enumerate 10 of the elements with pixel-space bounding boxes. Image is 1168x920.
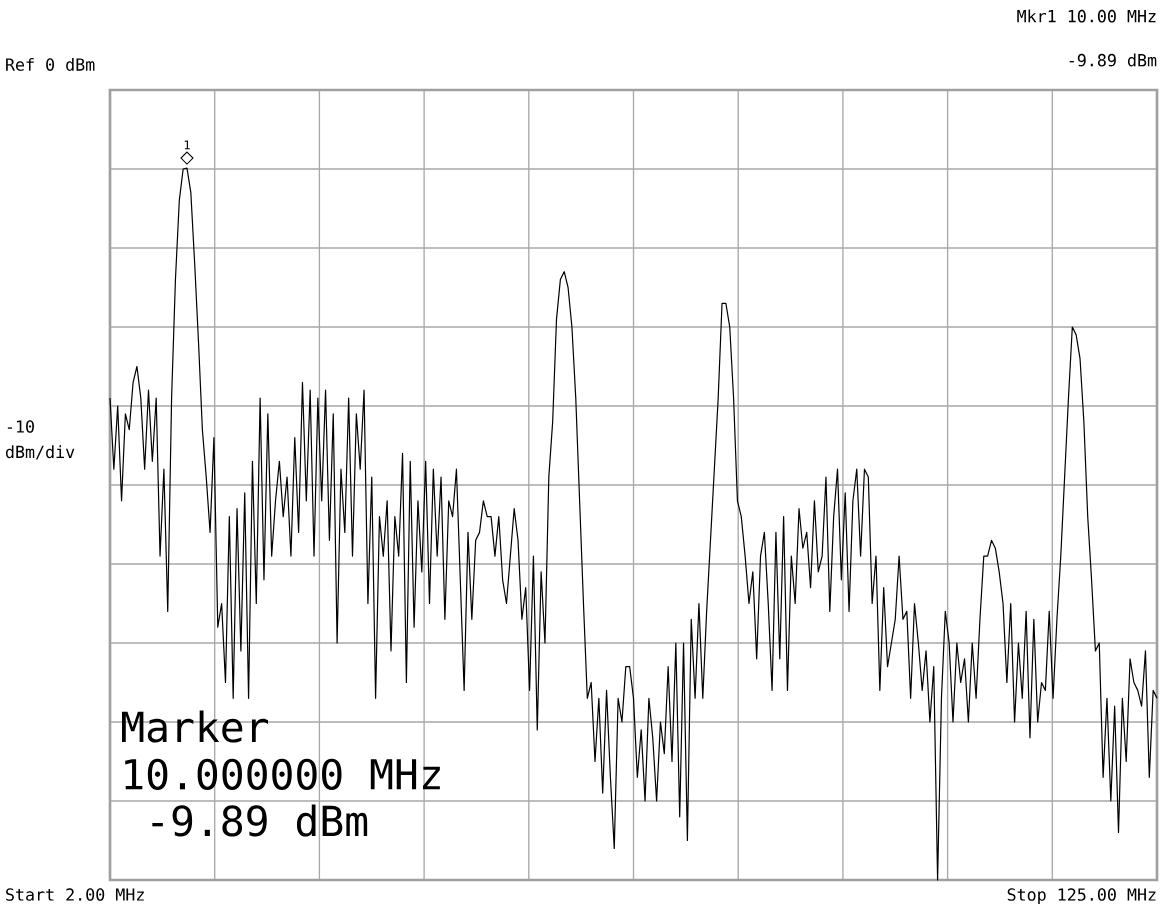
- text: Stop 125.00 MHz: [1007, 888, 1156, 905]
- text: Ref 0 dBm: [6, 57, 95, 71]
- annotation: Marker: [122, 710, 268, 743]
- annotation: 1: [184, 140, 190, 150]
- annotation: 10.000000 MHz: [125, 758, 440, 790]
- y-axis-title: -10 dBm/div: [5, 420, 75, 460]
- annotation: -9.89 dBm: [152, 804, 368, 837]
- text: Mkr1 10.00 MHz: [1017, 9, 1156, 23]
- text: Start 2.00 MHz: [6, 888, 144, 901]
- text: -9.89 dBm: [1069, 53, 1157, 67]
